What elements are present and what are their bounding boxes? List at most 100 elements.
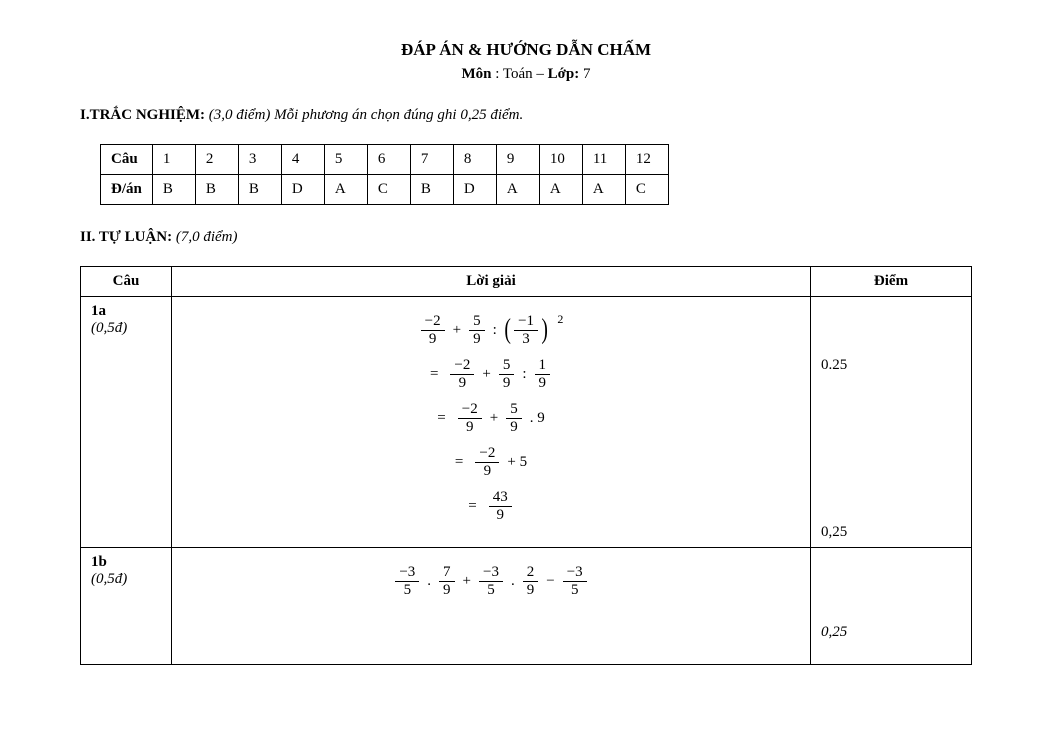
equals-sign: = [430,364,438,385]
section-1-prefix: I.TRẮC NGHIỆM: [80,107,205,123]
cell-diem-1a: 0.25 0,25 [811,297,972,548]
section-2-heading: II. TỰ LUẬN: (7,0 điểm) [80,229,972,246]
operator-plus: + [463,571,471,592]
math-1a-line1: −29 + 59 : ( −13 ) 2 [182,313,800,347]
fraction: 79 [439,564,455,598]
mc-num: 7 [410,145,453,175]
mc-ans: B [410,175,453,205]
operator-colon: : [493,320,497,341]
mon-value: : Toán – [495,66,544,82]
fraction: −13 [514,313,538,347]
mc-ans: C [625,175,668,205]
spacer [182,608,800,658]
fraction: 29 [523,564,539,598]
mc-ans: D [453,175,496,205]
fraction: 59 [469,313,485,347]
page-subtitle: Môn : Toán – Lớp: 7 [80,66,972,83]
operator-dot: . 9 [530,408,545,429]
lop-value: 7 [583,66,591,82]
cell-solution-1a: −29 + 59 : ( −13 ) 2 = −29 + 59 : 19 [172,297,811,548]
fraction: −35 [479,564,503,598]
operator-dot: . [427,571,431,592]
mc-ans: B [152,175,195,205]
score-1a-first: 0.25 [821,357,961,374]
mc-num: 12 [625,145,668,175]
header-loigiai: Lời giải [172,267,811,297]
equals-sign: = [468,496,476,517]
mc-num: 10 [539,145,582,175]
cell-diem-1b: 0,25 [811,548,972,665]
mc-row-answers: Đ/án B B B D A C B D A A A C [101,175,669,205]
solution-row-1a: 1a (0,5đ) −29 + 59 : ( −13 ) 2 = −29 + 5… [81,297,972,548]
operator-plus: + 5 [507,452,527,473]
page-title: ĐÁP ÁN & HƯỚNG DẪN CHẤM [80,40,972,60]
fraction: 59 [506,401,522,435]
math-1a-line4: = −29 + 5 [182,445,800,479]
section-1-heading: I.TRẮC NGHIỆM: (3,0 điểm) Mỗi phương án … [80,107,972,124]
cell-cau-1a: 1a (0,5đ) [81,297,172,548]
equals-sign: = [437,408,445,429]
lop-label: Lớp: [548,66,580,82]
paren-group: ( −13 ) [503,313,550,347]
fraction: −35 [563,564,587,598]
solution-row-1b: 1b (0,5đ) −35 . 79 + −35 . 29 − −35 0,25 [81,548,972,665]
q1b-points: (0,5đ) [91,571,161,588]
math-1a-line5: = 439 [182,489,800,523]
score-1a-second: 0,25 [821,524,961,541]
q1a-label: 1a [91,303,161,320]
right-paren: ) [541,316,548,344]
math-1a-line2: = −29 + 59 : 19 [182,357,800,391]
fraction: −29 [450,357,474,391]
solution-header-row: Câu Lời giải Điểm [81,267,972,297]
mc-label-cau: Câu [101,145,153,175]
header-cau: Câu [81,267,172,297]
section-1-note: (3,0 điểm) Mỗi phương án chọn đúng ghi 0… [209,107,523,123]
mc-num: 2 [195,145,238,175]
exponent: 2 [557,311,563,328]
mc-num: 3 [238,145,281,175]
operator-plus: + [482,364,490,385]
cell-solution-1b: −35 . 79 + −35 . 29 − −35 [172,548,811,665]
header-diem: Điểm [811,267,972,297]
mc-ans: A [324,175,367,205]
mc-num: 8 [453,145,496,175]
solution-table: Câu Lời giải Điểm 1a (0,5đ) −29 + 59 : (… [80,266,972,665]
operator-plus: + [453,320,461,341]
math-1a-line3: = −29 + 59 . 9 [182,401,800,435]
section-2-prefix: II. TỰ LUẬN: [80,229,172,245]
left-paren: ( [504,316,511,344]
mc-ans: A [582,175,625,205]
mc-ans: C [367,175,410,205]
score-1b: 0,25 [821,624,961,641]
fraction: 19 [535,357,551,391]
fraction: −35 [395,564,419,598]
mc-num: 4 [281,145,324,175]
mc-num: 11 [582,145,625,175]
mc-ans: A [496,175,539,205]
operator-plus: + [490,408,498,429]
fraction: −29 [475,445,499,479]
mc-table: Câu 1 2 3 4 5 6 7 8 9 10 11 12 Đ/án B B … [100,144,669,205]
mc-ans: B [195,175,238,205]
q1b-label: 1b [91,554,161,571]
q1a-points: (0,5đ) [91,320,161,337]
mc-label-dapan: Đ/án [101,175,153,205]
operator-minus: − [546,571,554,592]
cell-cau-1b: 1b (0,5đ) [81,548,172,665]
equals-sign: = [455,452,463,473]
mc-ans: A [539,175,582,205]
section-2-note: (7,0 điểm) [176,229,238,245]
math-1b-line1: −35 . 79 + −35 . 29 − −35 [182,564,800,598]
fraction: −29 [458,401,482,435]
fraction: 59 [499,357,515,391]
mc-num: 6 [367,145,410,175]
mc-ans: B [238,175,281,205]
fraction: 439 [489,489,512,523]
operator-colon: : [522,364,526,385]
fraction: −29 [421,313,445,347]
mc-row-numbers: Câu 1 2 3 4 5 6 7 8 9 10 11 12 [101,145,669,175]
operator-dot: . [511,571,515,592]
mc-num: 9 [496,145,539,175]
mc-num: 1 [152,145,195,175]
mon-label: Môn [461,66,491,82]
